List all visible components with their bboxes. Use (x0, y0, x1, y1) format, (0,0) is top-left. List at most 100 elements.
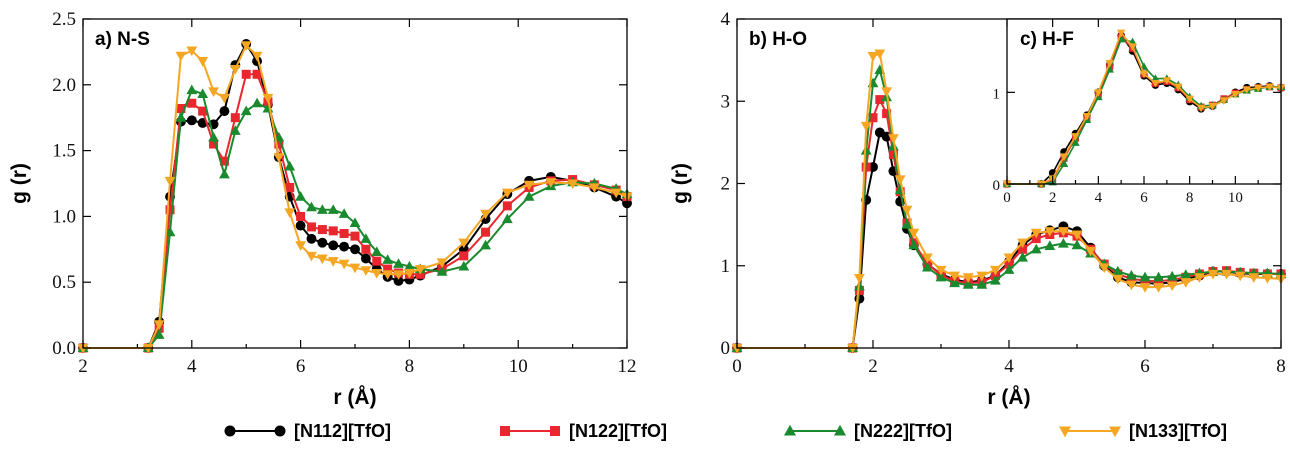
panel-b-series-3-point (1085, 246, 1096, 257)
panel-a-series-1-point (502, 201, 512, 211)
panel-b-x-axis-title: r (Å) (987, 385, 1030, 409)
panel-b-x-tick-label: 8 (1276, 356, 1286, 377)
panel-a-series-3-point (393, 270, 404, 280)
panel-b-series-3-point (990, 265, 1001, 276)
panel-c-series-3-point (1208, 102, 1217, 111)
panel-a-series-0-point (328, 240, 339, 251)
panel-a-series-1-point (372, 256, 382, 266)
panel-b-series-3-point (1221, 269, 1232, 280)
panel-b-series-3-point (908, 228, 920, 239)
legend-label: [N112][TfO] (294, 421, 391, 441)
legend-marker (1059, 426, 1071, 438)
panel-b-series-2-point (1112, 265, 1124, 276)
panel-a-series-2-point (284, 160, 296, 171)
legend-label: [N133][TfO] (1129, 421, 1227, 441)
panel-b-series-3-point (894, 175, 906, 185)
panel-b-series-1-point (1031, 234, 1041, 244)
panel-b-series-3-point (1234, 271, 1246, 282)
panel-a-series-3-point (262, 93, 274, 104)
panel-b-series-2-point (1126, 270, 1137, 280)
panel-b-series-3-point (874, 49, 886, 60)
legend-item: [N112][TfO] (224, 421, 391, 441)
panel-b-series-3-point (922, 253, 933, 264)
panel-a-series-3-point (142, 343, 154, 354)
panel-a-series-0-point (350, 244, 360, 255)
panel-a-series-3-point (349, 263, 361, 274)
panel-a-x-tick-label: 8 (405, 356, 415, 377)
panel-a-series-2-point (197, 88, 209, 99)
panel-b-series-3-point (949, 271, 960, 282)
panel-b-series-3-point (1058, 227, 1069, 237)
panel-b-series-2-point (1003, 264, 1015, 274)
panel-b-y-tick-label: 2 (721, 174, 731, 195)
panel-b-series-3-point (976, 271, 988, 282)
panel-a-series-2-point (208, 131, 219, 142)
panel-a-series-0-point (360, 253, 371, 264)
panel-c-series-3-point (1116, 29, 1126, 38)
panel-b-series-2-point (1139, 271, 1151, 282)
panel-b-series-3-point (962, 273, 974, 283)
panel-a-series-2-point (219, 168, 230, 179)
panel-a-series-3-point (153, 320, 165, 330)
panel-a-series-1-point (296, 211, 306, 221)
panel-b-series-3-point (1194, 273, 1205, 283)
panel-b-series-3-point (888, 134, 899, 144)
panel-a-x-tick-label: 10 (509, 356, 528, 377)
panel-a-series-3-point (306, 251, 317, 262)
panel-c-series-3-point (1162, 77, 1172, 85)
panel-b-series-3-point (1003, 253, 1015, 264)
panel-a-series-3-point (404, 268, 415, 279)
panel-b-series-3-point (1262, 274, 1273, 284)
panel-a-series-0-point (306, 233, 317, 244)
panel-b-x-tick-label: 4 (1004, 356, 1014, 377)
legend-item: [N122][TfO] (500, 421, 667, 441)
panel-a-x-tick-label: 12 (618, 356, 637, 377)
panel-a-series-1-point (165, 205, 175, 215)
panel-a: 2 4 6 8 10 12 0.0 0.5 1.0 1.5 2.0 2.5 r (Å) g (r) a) N… (8, 9, 637, 409)
panel-a-series-1-point (306, 222, 316, 232)
panel-a-series-2-point (371, 246, 383, 256)
panel-b-series-2-point (1180, 269, 1192, 279)
legend-item: [N222][TfO] (784, 421, 952, 441)
panel-c-series-2-point (1059, 159, 1069, 167)
panel-a-series-1-point (176, 103, 186, 113)
panel-c-series-3-point (1128, 43, 1137, 51)
panel-a-series-3-point (251, 51, 263, 62)
panel-b-series-2-point (1071, 239, 1083, 250)
panel-c-series-3-point (1139, 70, 1149, 79)
panel-a-series-3-point (588, 183, 600, 194)
legend-marker (274, 425, 286, 437)
legend-marker (784, 424, 796, 436)
panel-c-series-3-point (1231, 91, 1240, 99)
panel-a-series-3-point (360, 266, 372, 276)
panel-a-series-line-0 (83, 43, 628, 349)
panel-c-series-3-point (1242, 86, 1251, 94)
panel-b-x-tick-label: 0 (732, 356, 742, 377)
panel-a-series-2-point (240, 105, 252, 116)
panel-a-series-3-point (197, 57, 209, 67)
panel-a-series-3-point (229, 64, 241, 75)
panel-a-series-3-point (273, 153, 285, 163)
panel-c-series-3-point (1185, 95, 1194, 104)
panel-b-series-3-point (1139, 283, 1151, 293)
panel-a-x-axis-title: r (Å) (333, 385, 376, 409)
panel-b-y-tick-label: 0 (721, 338, 731, 359)
panel-a-series-2-point (393, 258, 404, 268)
panel-a-series-2-point (316, 204, 328, 214)
panel-c-series-2-point (1151, 74, 1160, 82)
panel-b-series-3-point (1017, 238, 1028, 249)
panel-a-series-1-point (285, 182, 295, 192)
panel-b-series-3-point (881, 87, 892, 97)
panel-b-series-3-point (1153, 283, 1164, 293)
panel-b-series-2-point (888, 140, 899, 151)
panel-b-series-3-point (1126, 280, 1137, 291)
panel-b-series-3-point (1030, 228, 1042, 239)
panel-a-series-3-point (480, 209, 491, 220)
panel-a-series-1-point (252, 69, 262, 79)
panel-a-x-tick-label: 2 (78, 356, 88, 377)
panel-a-series-2-point (164, 226, 176, 237)
legend-marker (500, 426, 510, 436)
panel-a-series-3-point (545, 178, 557, 188)
panel-a-series-1-point (198, 106, 208, 116)
